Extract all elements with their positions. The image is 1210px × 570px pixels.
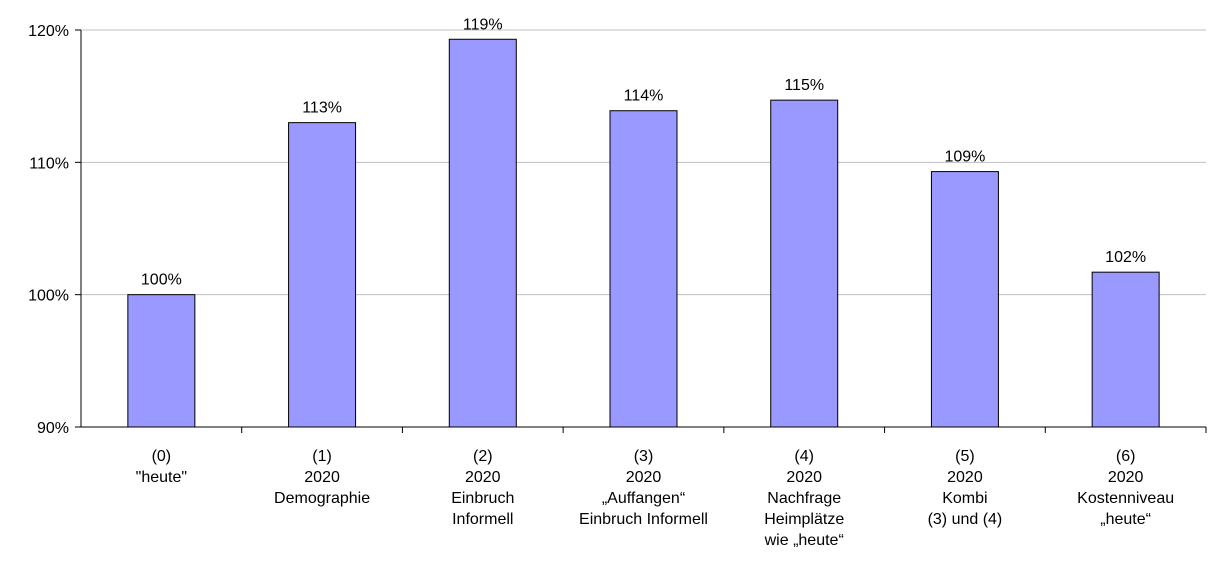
x-tick-label: (6) <box>1116 448 1136 465</box>
x-tick-label: 2020 <box>947 469 983 486</box>
x-tick-label: Demographie <box>274 490 370 507</box>
data-labels: 100% 113% 119% 114% 115% 109% 102% <box>141 16 1146 288</box>
x-tick-label: (1) <box>312 448 332 465</box>
x-tick-label: 2020 <box>626 469 662 486</box>
x-tick-label: Einbruch <box>451 490 514 507</box>
y-tick-label: 100% <box>28 288 69 305</box>
x-tick-label: 2020 <box>304 469 340 486</box>
x-tick-label: (0) <box>152 448 172 465</box>
y-tick-label: 120% <box>28 23 69 40</box>
x-tick-label: Nachfrage <box>767 490 841 507</box>
data-label: 114% <box>624 88 664 105</box>
data-label: 109% <box>944 149 985 166</box>
data-label: 119% <box>463 16 503 33</box>
x-tick-label: "heute" <box>136 469 187 486</box>
y-tick-label: 110% <box>29 155 69 172</box>
data-label: 100% <box>141 272 182 289</box>
bar <box>127 294 196 428</box>
bar <box>448 38 517 428</box>
data-label: 102% <box>1105 249 1146 266</box>
x-tick-label: (3) <box>634 448 654 465</box>
bar <box>770 99 839 428</box>
x-tick-label: Informell <box>452 511 513 528</box>
data-label: 113% <box>302 100 342 117</box>
x-tick-labels: (0) "heute" (1) 2020 Demographie (2) 2020 Einbr… <box>136 448 1174 549</box>
bar <box>288 122 357 428</box>
x-tick-label: Kombi <box>942 490 987 507</box>
x-tick-label: (5) <box>955 448 975 465</box>
x-tick-label: wie „heute“ <box>764 532 844 549</box>
data-label: 115% <box>784 77 824 94</box>
x-tick-label: Kostenniveau <box>1077 490 1174 507</box>
x-tick-label: 2020 <box>1108 469 1144 486</box>
x-tick-label: „Auffangen“ <box>602 490 685 507</box>
bar <box>1091 271 1160 428</box>
axes <box>75 29 1207 433</box>
x-tick-label: Heimplätze <box>764 511 844 528</box>
y-tick-labels: 90% 100% 110% 120% <box>28 23 69 437</box>
bar <box>930 171 999 428</box>
x-tick-label: „heute“ <box>1100 511 1151 528</box>
x-tick-label: Einbruch Informell <box>579 511 708 528</box>
x-tick-label: 2020 <box>786 469 822 486</box>
bars <box>127 38 1160 428</box>
bar <box>609 110 678 428</box>
x-tick-label: (4) <box>794 448 814 465</box>
x-tick-label: (3) und (4) <box>928 511 1003 528</box>
x-tick-label: 2020 <box>465 469 501 486</box>
x-tick-label: (2) <box>473 448 493 465</box>
y-tick-label: 90% <box>37 420 69 437</box>
